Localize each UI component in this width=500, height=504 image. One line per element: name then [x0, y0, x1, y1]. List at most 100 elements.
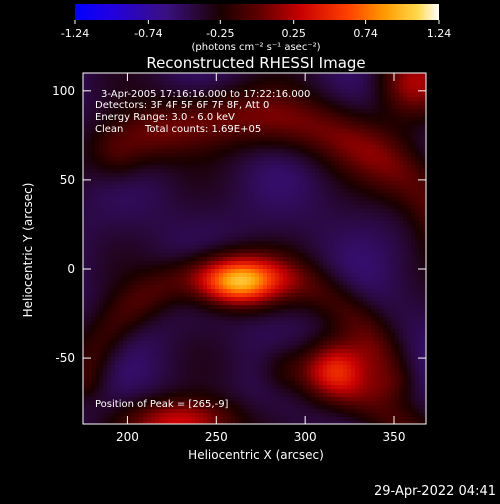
heatmap-cell	[83, 285, 87, 289]
heatmap-cell	[267, 157, 271, 161]
heatmap-cell	[367, 193, 371, 197]
heatmap-cell	[235, 77, 239, 81]
heatmap-cell	[287, 221, 291, 225]
heatmap-cell	[215, 285, 219, 289]
heatmap-cell	[363, 285, 367, 289]
heatmap-cell	[407, 245, 411, 249]
heatmap-cell	[323, 229, 327, 233]
heatmap-cell	[191, 137, 195, 141]
heatmap-cell	[419, 241, 423, 245]
heatmap-cell	[343, 105, 347, 109]
heatmap-cell	[207, 81, 211, 85]
heatmap-cell	[403, 129, 407, 133]
heatmap-cell	[91, 257, 95, 261]
heatmap-cell	[115, 273, 119, 277]
heatmap-cell	[231, 165, 235, 169]
heatmap-cell	[195, 149, 199, 153]
heatmap-cell	[299, 189, 303, 193]
heatmap-cell	[327, 201, 331, 205]
heatmap-cell	[83, 85, 87, 89]
heatmap-cell	[343, 77, 347, 81]
heatmap-cell	[359, 297, 363, 301]
heatmap-cell	[195, 293, 199, 297]
heatmap-cell	[311, 293, 315, 297]
colorbar-tick-label: -0.74	[134, 27, 162, 40]
heatmap-cell	[275, 149, 279, 153]
heatmap-cell	[383, 221, 387, 225]
heatmap-cell	[295, 149, 299, 153]
heatmap-cell	[223, 177, 227, 181]
heatmap-cell	[319, 137, 323, 141]
heatmap-cell	[87, 165, 91, 169]
heatmap-cell	[103, 269, 107, 273]
heatmap-cell	[239, 165, 243, 169]
heatmap-cell	[111, 233, 115, 237]
heatmap-cell	[327, 141, 331, 145]
heatmap-cell	[239, 181, 243, 185]
heatmap-cell	[115, 149, 119, 153]
heatmap-cell	[403, 109, 407, 113]
heatmap-cell	[307, 185, 311, 189]
heatmap-cell	[303, 301, 307, 305]
heatmap-cell	[83, 253, 87, 257]
heatmap-cell	[95, 209, 99, 213]
heatmap-cell	[355, 269, 359, 273]
heatmap-cell	[131, 285, 135, 289]
heatmap-cell	[231, 173, 235, 177]
heatmap-cell	[395, 133, 399, 137]
heatmap-cell	[215, 201, 219, 205]
heatmap-cell	[155, 197, 159, 201]
heatmap-cell	[375, 221, 379, 225]
heatmap-cell	[235, 265, 239, 269]
heatmap-cell	[363, 137, 367, 141]
heatmap-cell	[107, 253, 111, 257]
heatmap-cell	[183, 265, 187, 269]
heatmap-cell	[271, 109, 275, 113]
heatmap-cell	[219, 77, 223, 81]
heatmap-cell	[403, 121, 407, 125]
heatmap-cell	[275, 137, 279, 141]
heatmap-cell	[387, 225, 391, 229]
heatmap-cell	[315, 93, 319, 97]
heatmap-cell	[319, 165, 323, 169]
heatmap-cell	[159, 217, 163, 221]
heatmap-cell	[315, 253, 319, 257]
heatmap-cell	[319, 149, 323, 153]
heatmap-cell	[351, 121, 355, 125]
heatmap-cell	[151, 161, 155, 165]
heatmap-cell	[99, 301, 103, 305]
heatmap-cell	[247, 81, 251, 85]
heatmap-cell	[327, 177, 331, 181]
heatmap-cell	[379, 165, 383, 169]
heatmap-cell	[219, 289, 223, 293]
heatmap-cell	[191, 149, 195, 153]
heatmap-cell	[279, 81, 283, 85]
heatmap-cell	[223, 229, 227, 233]
heatmap-cell	[187, 205, 191, 209]
heatmap-cell	[283, 129, 287, 133]
heatmap-cell	[151, 169, 155, 173]
heatmap-cell	[211, 205, 215, 209]
heatmap-cell	[403, 245, 407, 249]
heatmap-cell	[399, 125, 403, 129]
heatmap-cell	[335, 97, 339, 101]
heatmap-cell	[195, 161, 199, 165]
heatmap-cell	[327, 197, 331, 201]
heatmap-cell	[375, 237, 379, 241]
heatmap-cell	[259, 265, 263, 269]
heatmap-cell	[211, 233, 215, 237]
heatmap-cell	[255, 149, 259, 153]
heatmap-cell	[99, 277, 103, 281]
heatmap-cell	[411, 225, 415, 229]
heatmap-cell	[387, 85, 391, 89]
heatmap-cell	[351, 149, 355, 153]
heatmap-cell	[359, 201, 363, 205]
heatmap-cell	[371, 197, 375, 201]
heatmap-cell	[179, 249, 183, 253]
heatmap-cell	[179, 289, 183, 293]
heatmap-cell	[351, 177, 355, 181]
heatmap-cell	[391, 169, 395, 173]
heatmap-cell	[143, 217, 147, 221]
heatmap-cell	[343, 173, 347, 177]
heatmap-cell	[407, 105, 411, 109]
